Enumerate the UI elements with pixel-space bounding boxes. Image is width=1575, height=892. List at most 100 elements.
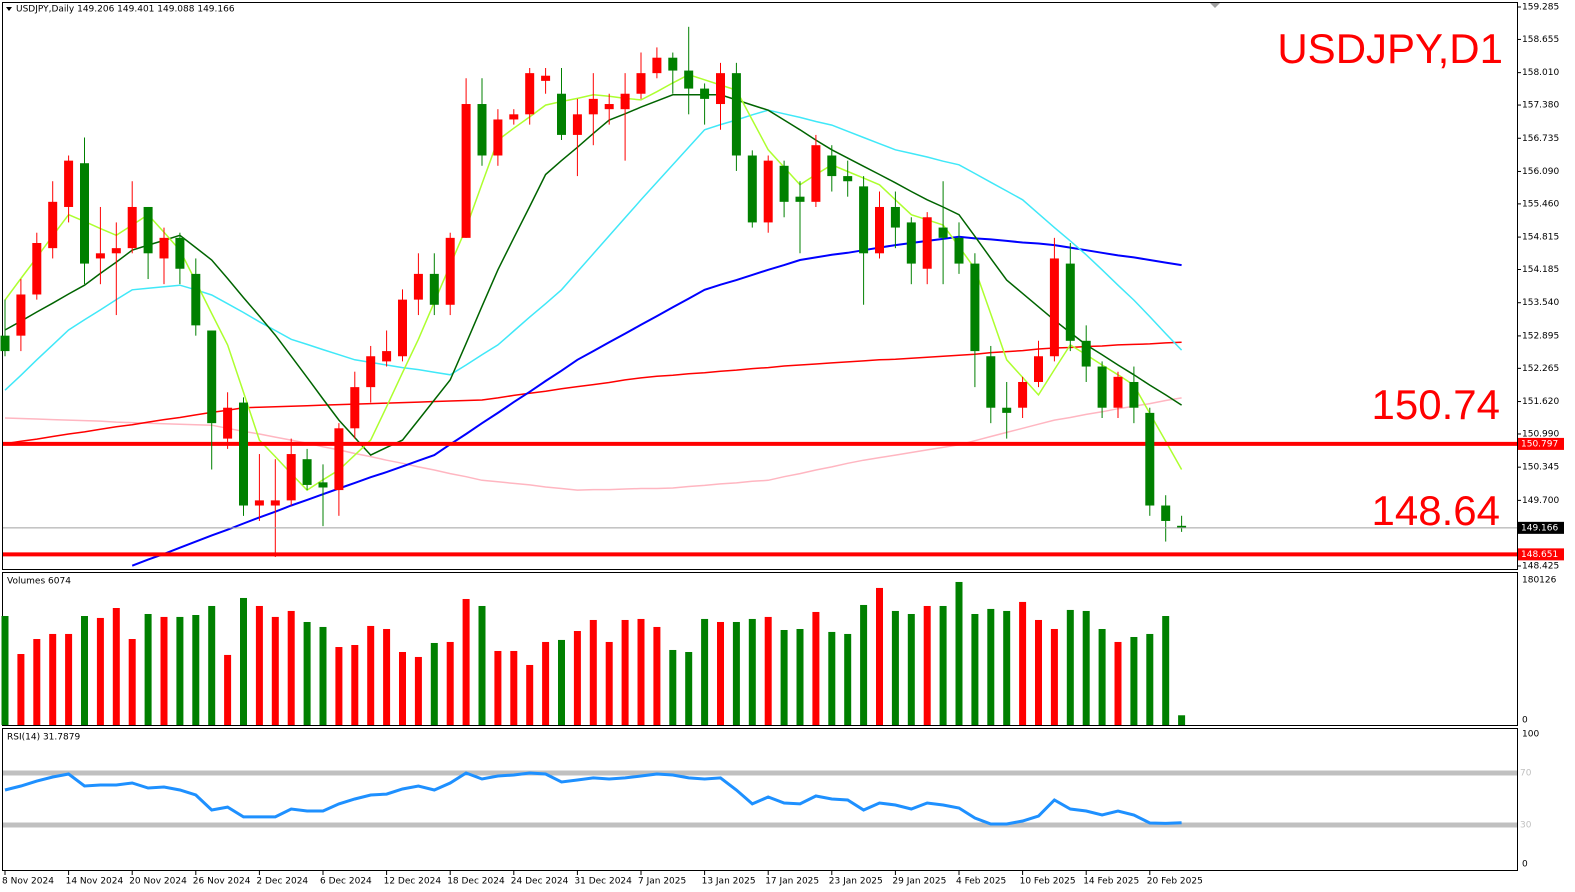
volume-bar [430, 642, 438, 725]
volume-bar [812, 611, 820, 725]
volume-bar [1035, 619, 1042, 725]
chart-title: USDJPY,D1 [1277, 25, 1503, 72]
x-tick-label: 13 Jan 2025 [702, 877, 756, 887]
volume-bar [987, 608, 995, 725]
y-tick-label: 156.735 [1522, 134, 1559, 144]
volume-bar [383, 628, 391, 725]
candle-body [588, 98, 598, 115]
moving-average [4, 397, 1182, 491]
y-tick-label: 157.380 [1522, 101, 1559, 111]
y-tick-label: 0 [1522, 860, 1528, 870]
volume-bar [494, 650, 502, 725]
candle-body [620, 93, 630, 110]
volume-bar [192, 614, 200, 725]
y-tick-label: 150.990 [1522, 429, 1559, 439]
volume-bar [65, 633, 73, 725]
volume-bar [255, 605, 263, 725]
candle-body [366, 356, 376, 388]
candle-body [127, 206, 137, 249]
volume-bar [414, 656, 422, 725]
volume-bar [844, 633, 852, 725]
candle-body [382, 351, 392, 362]
volume-bar [287, 610, 295, 725]
volume-bar [971, 613, 979, 725]
candle-body [32, 243, 42, 295]
candle-body [1113, 376, 1123, 408]
moving-average [4, 341, 1182, 445]
volume-bar [128, 639, 136, 725]
candle-body [95, 253, 105, 259]
volume-bar [542, 641, 550, 725]
volume-bar [112, 608, 120, 725]
volume-bar [319, 626, 327, 725]
candle-body [763, 160, 773, 223]
candle-body [795, 196, 805, 202]
volume-bar [860, 604, 868, 725]
candle-body [318, 482, 328, 488]
moving-average [4, 94, 1183, 457]
candle-body [1097, 366, 1107, 408]
candle-body [747, 155, 757, 223]
x-tick-label: 17 Jan 2025 [765, 877, 819, 887]
candle-body [270, 500, 280, 506]
x-tick-label: 24 Dec 2024 [511, 877, 569, 887]
candle-body [191, 273, 201, 326]
candle-body [16, 294, 26, 336]
volume-bar [1082, 610, 1090, 725]
x-tick-label: 14 Feb 2025 [1083, 877, 1139, 887]
rsi-line [4, 771, 1182, 826]
candle-body [604, 104, 614, 110]
candle-body [731, 73, 741, 156]
level-label-box [1518, 437, 1564, 450]
candle-body [684, 70, 694, 89]
candle-body [509, 114, 519, 120]
level-label: 70 [1520, 769, 1532, 779]
candle-body [700, 88, 710, 99]
volume-bar [335, 647, 343, 725]
volume-bar [891, 610, 899, 725]
x-tick-label: 7 Jan 2025 [638, 877, 686, 887]
candle-body [716, 73, 725, 105]
candle-body [175, 237, 185, 269]
volume-bar [176, 616, 184, 725]
x-tick-label: 8 Nov 2024 [2, 877, 54, 887]
y-tick-label: 154.185 [1522, 265, 1559, 275]
candle-body [143, 206, 153, 254]
candle-body [64, 160, 74, 207]
candle-body [111, 248, 121, 254]
volume-bar [208, 605, 216, 725]
volume-bar [1003, 610, 1011, 725]
candle-body [652, 57, 662, 74]
candle-body [843, 176, 853, 182]
annotation: 150.74 [1372, 381, 1500, 428]
moving-average [131, 235, 1182, 567]
candle-body [159, 237, 169, 259]
y-tick-label: 180126 [1522, 576, 1557, 586]
x-tick-label: 14 Nov 2024 [66, 877, 124, 887]
volume-bar [796, 628, 804, 725]
candle-body [636, 73, 646, 94]
candle-body [429, 273, 439, 305]
y-tick-label: 152.265 [1522, 364, 1559, 374]
candle-body [1177, 525, 1187, 528]
y-tick-label: 156.090 [1522, 167, 1559, 177]
volume-bar [33, 639, 41, 725]
candle-body [827, 155, 837, 177]
volume-bar [907, 613, 915, 725]
candle-body [334, 428, 344, 491]
y-tick-label: 152.895 [1522, 331, 1559, 341]
volume-bar [923, 605, 931, 725]
rsi-title: RSI(14) 31.7879 [7, 733, 80, 743]
x-tick-label: 10 Feb 2025 [1020, 877, 1076, 887]
candle-body [572, 114, 582, 135]
candle-body [922, 217, 932, 269]
volume-bar [1130, 636, 1138, 725]
y-tick-label: 158.010 [1522, 68, 1559, 78]
volume-bar [224, 654, 232, 725]
scroll-marker [1210, 3, 1220, 8]
volume-bar [764, 616, 772, 725]
volume-bar [240, 597, 247, 725]
candle-body [1049, 258, 1059, 357]
volume-bar [685, 651, 693, 725]
candle-body [1065, 263, 1075, 341]
